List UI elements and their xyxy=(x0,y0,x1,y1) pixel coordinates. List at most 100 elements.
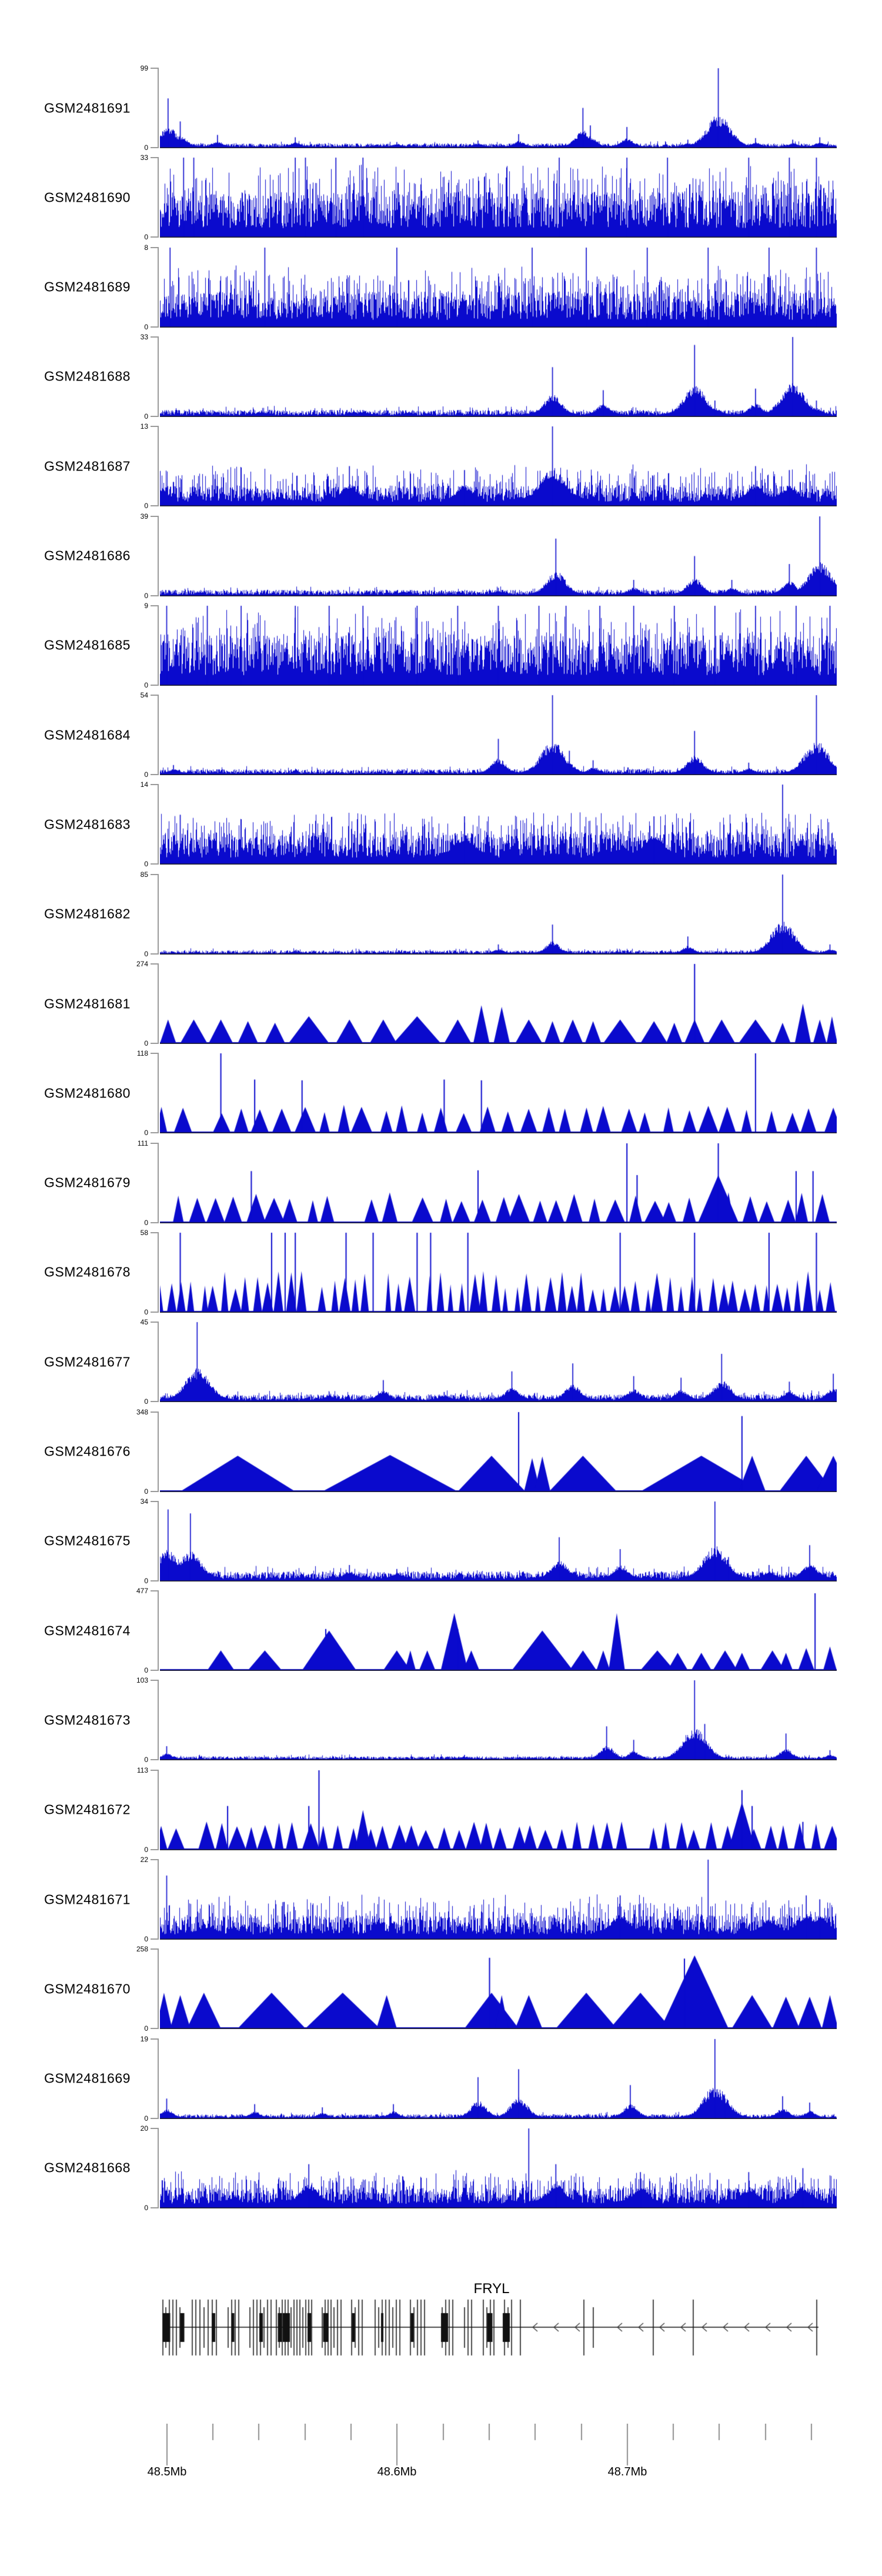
track-signal-canvas xyxy=(160,157,837,238)
track-signal-canvas xyxy=(160,1769,837,1850)
track-row: GSM2481686 39 0 xyxy=(0,513,882,599)
track-yaxis-top-tick xyxy=(151,1680,158,1681)
track-row: GSM2481671 22 0 xyxy=(0,1856,882,1943)
track-ymin-label: 0 xyxy=(144,1576,148,1585)
track-signal-canvas xyxy=(160,1322,837,1403)
track-row: GSM2481678 58 0 xyxy=(0,1228,882,1316)
track-sample-label: GSM2481679 xyxy=(44,1174,131,1190)
axis-tick-label: 48.5Mb xyxy=(147,2465,187,2478)
track-sample-label: GSM2481678 xyxy=(44,1264,131,1280)
track-yaxis-line xyxy=(158,157,159,238)
track-row: GSM2481670 258 0 xyxy=(0,1946,882,2032)
track-yaxis-line xyxy=(158,695,159,776)
track-yaxis-bottom-tick xyxy=(151,505,158,507)
track-signal-canvas xyxy=(160,695,837,776)
track-yaxis-top-tick xyxy=(151,426,158,428)
track-yaxis-line xyxy=(158,426,159,507)
track-ymax-label: 111 xyxy=(137,1139,148,1147)
track-ymin-label: 0 xyxy=(144,770,148,779)
track-yaxis-bottom-tick xyxy=(151,147,158,148)
track-ymin-label: 0 xyxy=(144,680,148,689)
track-signal-canvas xyxy=(160,1232,837,1313)
track-signal-canvas xyxy=(160,1142,837,1223)
track-row: GSM2481691 99 0 xyxy=(0,64,882,152)
track-signal-canvas xyxy=(160,2038,837,2119)
track-signal-canvas xyxy=(160,426,837,507)
track-signal-canvas xyxy=(160,515,837,596)
track-signal-canvas xyxy=(160,336,837,417)
axis-tick-label: 48.7Mb xyxy=(607,2465,647,2478)
track-signal-canvas xyxy=(160,246,837,328)
track-yaxis-bottom-tick xyxy=(151,1132,158,1134)
track-yaxis-top-tick xyxy=(151,336,158,338)
track-sample-label: GSM2481685 xyxy=(44,637,131,653)
track-yaxis-top-tick xyxy=(151,1322,158,1323)
track-yaxis-line xyxy=(158,1411,159,1492)
gene-track: FRYL xyxy=(0,2279,882,2364)
track-signal-canvas xyxy=(160,784,837,865)
track-yaxis-line xyxy=(158,336,159,417)
track-row: GSM2481679 111 0 xyxy=(0,1139,882,1226)
track-yaxis-line xyxy=(158,1859,159,1940)
track-row: GSM2481675 34 0 xyxy=(0,1498,882,1585)
track-sample-label: GSM2481673 xyxy=(44,1712,131,1728)
track-row: GSM2481683 14 0 xyxy=(0,781,882,869)
track-ymax-label: 113 xyxy=(136,1766,148,1774)
track-yaxis-line xyxy=(158,68,159,148)
track-ymin-label: 0 xyxy=(144,322,148,331)
track-yaxis-line xyxy=(158,2038,159,2119)
track-yaxis-top-tick xyxy=(151,246,158,248)
track-yaxis-line xyxy=(158,1769,159,1850)
track-ymax-label: 33 xyxy=(140,154,148,162)
track-yaxis-line xyxy=(158,873,159,955)
track-ymax-label: 19 xyxy=(140,2034,148,2043)
track-sample-label: GSM2481686 xyxy=(44,548,131,563)
track-ymin-label: 0 xyxy=(144,144,148,152)
track-yaxis-bottom-tick xyxy=(151,1401,158,1403)
track-signal-canvas xyxy=(160,1411,837,1492)
track-yaxis-top-tick xyxy=(151,1500,158,1502)
track-yaxis-top-tick xyxy=(151,1769,158,1771)
track-yaxis-top-tick xyxy=(151,2127,158,2129)
track-ymin-label: 0 xyxy=(144,1129,148,1137)
track-yaxis-bottom-tick xyxy=(151,1580,158,1581)
track-ymin-label: 0 xyxy=(144,1845,148,1854)
track-row: GSM2481676 348 0 xyxy=(0,1409,882,1496)
track-yaxis-top-tick xyxy=(151,2038,158,2040)
track-sample-label: GSM2481690 xyxy=(44,189,131,205)
track-yaxis-bottom-tick xyxy=(151,415,158,417)
track-ymax-label: 13 xyxy=(140,422,148,431)
track-ymax-label: 20 xyxy=(140,2124,148,2133)
track-yaxis-line xyxy=(158,605,159,686)
track-yaxis-top-tick xyxy=(151,605,158,606)
track-sample-label: GSM2481670 xyxy=(44,1981,131,1997)
track-sample-label: GSM2481688 xyxy=(44,368,131,384)
track-yaxis-line xyxy=(158,1232,159,1313)
track-yaxis-line xyxy=(158,1680,159,1761)
track-ymin-label: 0 xyxy=(144,1487,148,1496)
track-sample-label: GSM2481669 xyxy=(44,2070,131,2086)
track-signal-canvas xyxy=(160,2127,837,2208)
track-sample-label: GSM2481668 xyxy=(44,2160,131,2175)
track-yaxis-top-tick xyxy=(151,515,158,517)
track-ymax-label: 118 xyxy=(136,1049,148,1058)
track-yaxis-line xyxy=(158,963,159,1044)
track-yaxis-line xyxy=(158,1948,159,2030)
track-yaxis-bottom-tick xyxy=(151,1490,158,1492)
track-sample-label: GSM2481675 xyxy=(44,1533,131,1549)
track-row: GSM2481677 45 0 xyxy=(0,1318,882,1405)
track-row: GSM2481682 85 0 xyxy=(0,871,882,957)
track-row: GSM2481689 8 0 xyxy=(0,244,882,331)
track-ymax-label: 99 xyxy=(140,64,148,72)
track-ymin-label: 0 xyxy=(144,1039,148,1047)
track-yaxis-line xyxy=(158,1322,159,1403)
track-signal-canvas xyxy=(160,1680,837,1761)
track-yaxis-top-tick xyxy=(151,157,158,159)
track-ymax-label: 477 xyxy=(136,1587,148,1596)
track-yaxis-bottom-tick xyxy=(151,774,158,776)
axis-ticks-canvas xyxy=(160,2424,837,2468)
track-ymax-label: 45 xyxy=(140,1318,148,1327)
track-ymax-label: 58 xyxy=(140,1228,148,1237)
track-ymin-label: 0 xyxy=(144,860,148,869)
track-sample-label: GSM2481671 xyxy=(44,1891,131,1907)
